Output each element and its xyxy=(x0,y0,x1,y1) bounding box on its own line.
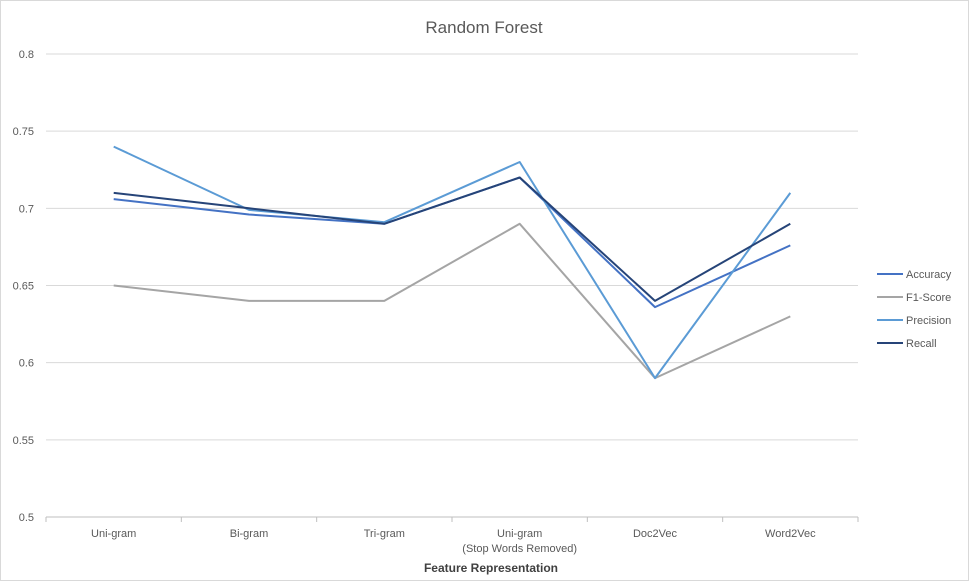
x-tick-label: (Stop Words Removed) xyxy=(462,543,577,555)
y-tick-label: 0.6 xyxy=(19,358,34,370)
y-tick-label: 0.55 xyxy=(13,435,34,447)
x-tick-label: Uni-gram xyxy=(91,528,136,540)
series-line-precision xyxy=(113,145,792,380)
x-tick-label: Word2Vec xyxy=(765,528,816,540)
legend-label: Precision xyxy=(906,315,951,327)
series-line-accuracy xyxy=(113,176,791,309)
y-tick-label: 0.7 xyxy=(19,203,34,215)
x-axis-title: Feature Representation xyxy=(424,561,558,575)
x-axis: Uni-gram Bi-gram Tri-gram Uni-gram (Stop Wor… xyxy=(45,516,859,555)
series-lines xyxy=(113,145,792,380)
y-tick-label: 0.8 xyxy=(19,49,34,61)
y-axis-ticks: 0.5 0.55 0.6 0.65 0.7 0.75 0.8 xyxy=(13,49,34,524)
gridlines xyxy=(46,53,858,441)
legend-label: Recall xyxy=(906,338,937,350)
chart-title: Random Forest xyxy=(425,18,542,37)
x-tick-label: Uni-gram xyxy=(497,528,542,540)
series-line-f1-score xyxy=(113,222,791,380)
x-tick-label: Doc2Vec xyxy=(633,528,678,540)
y-tick-label: 0.5 xyxy=(19,512,34,524)
x-tick-label: Tri-gram xyxy=(364,528,405,540)
y-tick-label: 0.65 xyxy=(13,281,34,293)
series-line-recall xyxy=(113,176,791,302)
y-tick-label: 0.75 xyxy=(13,126,34,138)
legend-label: Accuracy xyxy=(906,269,952,281)
x-tick-label: Bi-gram xyxy=(230,528,269,540)
legend-label: F1-Score xyxy=(906,292,951,304)
legend: Accuracy F1-Score Precision Recall xyxy=(877,269,952,350)
